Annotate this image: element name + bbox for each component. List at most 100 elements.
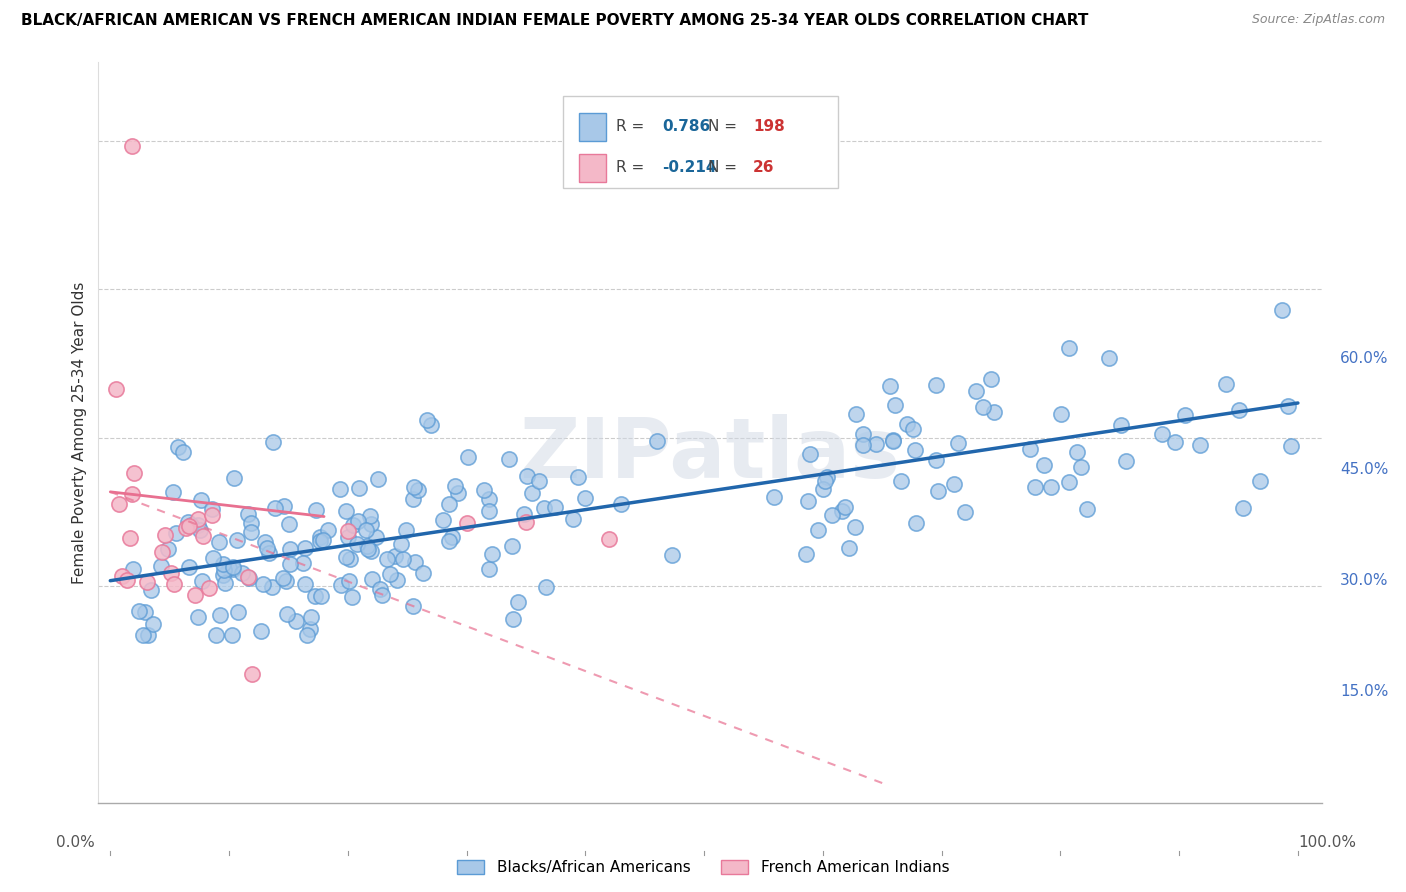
Point <box>406 483 429 497</box>
Point <box>121 487 143 501</box>
Point <box>360 543 382 558</box>
Text: 100.0%: 100.0% <box>1299 836 1357 850</box>
Point <box>432 513 454 527</box>
Point <box>498 452 520 467</box>
Point <box>845 407 868 421</box>
Text: R =: R = <box>616 160 650 175</box>
Text: N =: N = <box>707 120 741 135</box>
Point <box>799 447 821 461</box>
Point <box>252 577 274 591</box>
Point <box>444 479 467 493</box>
Point <box>226 605 249 619</box>
Point <box>385 574 408 588</box>
Point <box>831 504 853 518</box>
Point <box>927 484 949 499</box>
Point <box>402 491 425 506</box>
Text: 198: 198 <box>752 120 785 135</box>
Point <box>361 572 384 586</box>
Point <box>416 413 439 427</box>
Point <box>354 523 377 537</box>
Point <box>236 570 259 584</box>
Point <box>128 604 150 618</box>
Point <box>1215 376 1237 391</box>
Point <box>364 530 387 544</box>
Point <box>160 566 183 581</box>
Point <box>347 514 370 528</box>
Point <box>472 483 495 497</box>
Point <box>807 523 830 537</box>
Point <box>972 400 994 414</box>
Point <box>797 494 820 508</box>
Point <box>598 533 620 547</box>
Point <box>1163 435 1185 450</box>
Text: 30.0%: 30.0% <box>1340 574 1389 588</box>
Point <box>1057 475 1080 489</box>
Point <box>814 474 837 488</box>
Point <box>347 481 370 495</box>
Point <box>1024 480 1046 494</box>
Point <box>294 576 316 591</box>
Point <box>1039 480 1062 494</box>
Point <box>308 534 330 549</box>
Point <box>447 486 470 500</box>
Point <box>260 580 283 594</box>
Point <box>225 533 247 548</box>
Point <box>162 485 184 500</box>
Point <box>813 482 835 496</box>
Point <box>508 594 530 608</box>
Point <box>236 507 259 521</box>
Point <box>1057 341 1080 355</box>
Point <box>214 575 236 590</box>
Point <box>389 537 412 551</box>
FancyBboxPatch shape <box>579 112 606 141</box>
Point <box>176 516 198 530</box>
Point <box>1070 459 1092 474</box>
Text: BLACK/AFRICAN AMERICAN VS FRENCH AMERICAN INDIAN FEMALE POVERTY AMONG 25-34 YEAR: BLACK/AFRICAN AMERICAN VS FRENCH AMERICA… <box>21 13 1088 29</box>
Point <box>337 531 360 545</box>
Point <box>342 517 364 532</box>
Point <box>924 453 946 467</box>
Point <box>371 588 394 602</box>
Point <box>942 476 965 491</box>
Point <box>368 582 391 596</box>
Point <box>440 530 463 544</box>
Point <box>224 471 246 485</box>
Point <box>821 508 844 522</box>
Point <box>208 607 231 622</box>
Point <box>1109 417 1132 432</box>
Point <box>367 472 389 486</box>
Point <box>1098 351 1121 366</box>
Point <box>299 610 322 624</box>
Point <box>107 497 129 511</box>
Legend: Blacks/African Americans, French American Indians: Blacks/African Americans, French America… <box>457 861 949 875</box>
Point <box>1150 426 1173 441</box>
Point <box>1249 474 1271 488</box>
Point <box>574 491 596 505</box>
Point <box>533 501 555 516</box>
Point <box>953 505 976 519</box>
Point <box>231 566 253 580</box>
Point <box>104 382 127 396</box>
Point <box>339 552 361 566</box>
Point <box>1227 403 1250 417</box>
Point <box>329 578 352 592</box>
Point <box>299 623 322 637</box>
Point <box>177 519 200 533</box>
Point <box>250 624 273 638</box>
Point <box>844 519 866 533</box>
Point <box>180 518 202 533</box>
Point <box>295 628 318 642</box>
Point <box>925 378 948 392</box>
Point <box>610 496 633 510</box>
Point <box>522 486 544 500</box>
Point <box>149 558 172 573</box>
Point <box>478 504 501 518</box>
Point <box>865 437 887 451</box>
Point <box>1277 399 1299 413</box>
Point <box>274 574 297 588</box>
Point <box>132 628 155 642</box>
Point <box>121 139 143 153</box>
Point <box>478 562 501 576</box>
Point <box>980 372 1002 386</box>
Point <box>946 435 969 450</box>
